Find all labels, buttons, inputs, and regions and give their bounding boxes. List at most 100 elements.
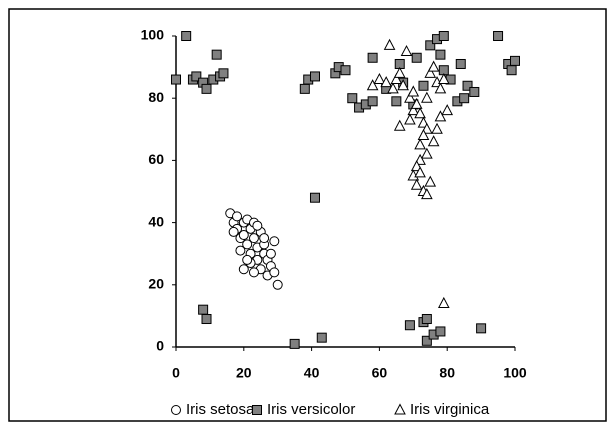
point — [198, 304, 209, 315]
point — [404, 91, 416, 103]
point — [347, 93, 358, 104]
legend-marker — [171, 405, 181, 415]
point — [493, 31, 504, 41]
legend-marker — [394, 403, 406, 415]
point — [367, 52, 378, 63]
y-tick-label: 20 — [148, 276, 164, 292]
point — [235, 245, 246, 256]
point — [469, 86, 480, 97]
point — [407, 104, 420, 116]
legend-label: Iris setosa — [186, 401, 255, 418]
point — [462, 80, 473, 91]
point — [421, 147, 433, 159]
point — [171, 74, 181, 85]
y-tick-label: 80 — [148, 89, 164, 105]
point — [510, 55, 520, 66]
point — [431, 122, 443, 134]
point — [269, 267, 280, 278]
point — [269, 236, 280, 247]
x-tick-label: 0 — [172, 365, 180, 381]
point — [316, 332, 327, 343]
point — [242, 254, 253, 265]
point — [435, 326, 446, 337]
point — [417, 128, 430, 141]
point — [366, 79, 379, 91]
point — [218, 68, 229, 79]
point — [427, 60, 440, 72]
point — [340, 65, 351, 76]
legend-marker — [252, 405, 262, 415]
x-tick-label: 40 — [304, 365, 320, 381]
point — [410, 97, 423, 109]
point — [252, 220, 263, 231]
point — [390, 72, 403, 85]
point — [506, 65, 517, 76]
point — [414, 107, 426, 119]
point — [299, 83, 310, 94]
y-tick-label: 100 — [141, 27, 165, 43]
point — [434, 110, 447, 122]
point — [259, 233, 270, 244]
point — [421, 91, 433, 103]
point — [424, 175, 437, 187]
point — [397, 79, 409, 91]
point — [414, 138, 426, 150]
point — [400, 44, 413, 57]
point — [380, 76, 393, 88]
point — [476, 323, 487, 334]
point — [404, 320, 415, 331]
point — [411, 52, 422, 63]
point — [228, 226, 239, 237]
point — [437, 72, 450, 85]
point — [383, 38, 396, 50]
point — [387, 82, 399, 94]
x-tick-label: 80 — [439, 365, 455, 381]
point — [407, 85, 420, 97]
point — [373, 72, 386, 85]
point — [265, 248, 276, 259]
point — [425, 40, 436, 51]
point — [238, 230, 249, 241]
point — [418, 80, 429, 91]
legend-label: Iris versicolor — [267, 401, 355, 418]
point — [272, 279, 283, 290]
point — [435, 49, 446, 60]
point — [459, 93, 470, 104]
point — [191, 71, 202, 82]
point — [441, 104, 454, 116]
x-tick-label: 60 — [372, 365, 388, 381]
point — [201, 314, 212, 325]
point — [393, 66, 406, 78]
point — [181, 31, 192, 41]
x-tick-label: 20 — [236, 365, 252, 381]
point — [309, 192, 320, 203]
point — [242, 239, 253, 250]
point — [437, 296, 450, 308]
point — [434, 82, 447, 94]
point — [414, 166, 426, 178]
point — [391, 96, 402, 107]
point — [421, 335, 432, 346]
point — [410, 178, 423, 190]
point — [232, 211, 243, 222]
point — [248, 267, 259, 278]
point — [424, 66, 437, 78]
chart-border — [8, 8, 607, 422]
legend-label: Iris virginica — [410, 401, 490, 418]
point — [211, 49, 222, 60]
point — [309, 71, 320, 82]
point — [367, 96, 378, 107]
point — [455, 58, 466, 69]
point — [289, 338, 300, 349]
point — [393, 119, 406, 131]
point — [438, 31, 449, 41]
point — [404, 113, 416, 125]
y-tick-label: 40 — [148, 213, 164, 229]
point — [201, 83, 212, 94]
point — [427, 135, 440, 147]
point — [421, 314, 432, 325]
y-tick-label: 60 — [148, 151, 164, 167]
y-tick-label: 0 — [156, 338, 164, 354]
x-tick-label: 100 — [503, 365, 527, 381]
